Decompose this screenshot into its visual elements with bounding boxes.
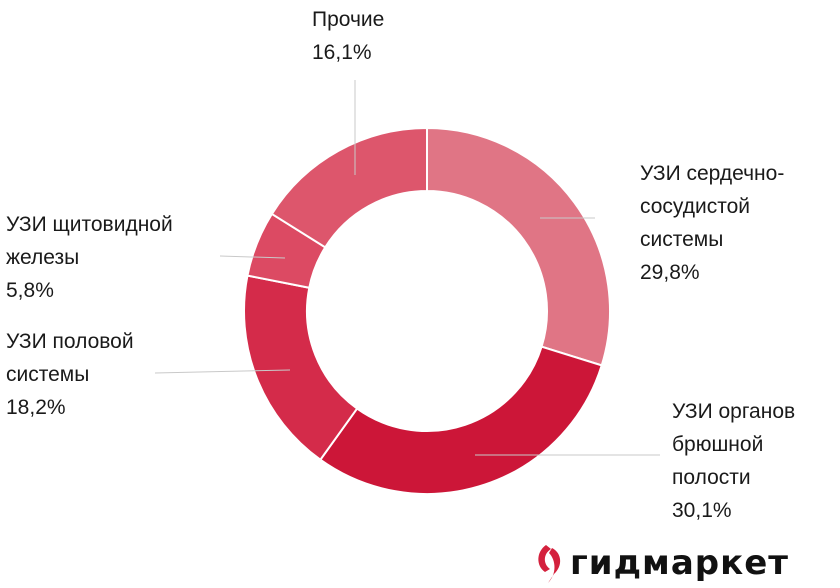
leader-line — [154, 369, 291, 374]
slice-category-label: УЗИ половой — [6, 330, 134, 353]
slice-category-label: Прочие — [312, 8, 384, 31]
donut-slice — [243, 274, 359, 462]
leader-line — [219, 255, 286, 259]
slice-category-label: железы — [6, 246, 79, 269]
donut-slice — [318, 345, 603, 495]
slice-value-label: 5,8% — [6, 279, 54, 302]
slice-label: УЗИ сердечно-сосудистой системы 29,8% — [640, 162, 784, 284]
slice-value-label: 16,1% — [312, 41, 372, 64]
donut-slice — [426, 126, 611, 367]
slice-category-label: сосудистой — [640, 195, 750, 218]
slice-value-label: 29,8% — [640, 261, 700, 284]
slice-category-label: полости — [672, 466, 751, 489]
brand-name: гидмаркет — [570, 543, 789, 583]
slice-category-label: системы — [6, 363, 89, 386]
slice-label: Прочие 16,1% — [312, 8, 384, 64]
slice-category-label: брюшной — [672, 433, 763, 456]
brand-logo: гидмаркет — [538, 543, 789, 583]
slice-labels: УЗИ сердечно-сосудистой системы 29,8% УЗИ о… — [6, 8, 795, 522]
slice-label: УЗИ половой системы 18,2% — [6, 330, 134, 419]
donut-slice — [270, 126, 428, 249]
brand-logo-icon — [538, 545, 561, 583]
slice-label: УЗИ щитовидной железы 5,8% — [6, 213, 173, 302]
slice-category-label: системы — [640, 228, 723, 251]
slice-category-label: УЗИ щитовидной — [6, 213, 173, 236]
slice-value-label: 18,2% — [6, 396, 66, 419]
slice-label: УЗИ органов брюшной полости 30,1% — [672, 400, 795, 522]
leader-lines — [154, 80, 660, 456]
slice-category-label: УЗИ сердечно- — [640, 162, 784, 185]
donut-slices — [243, 126, 611, 495]
slice-category-label: УЗИ органов — [672, 400, 795, 423]
slice-value-label: 30,1% — [672, 499, 732, 522]
